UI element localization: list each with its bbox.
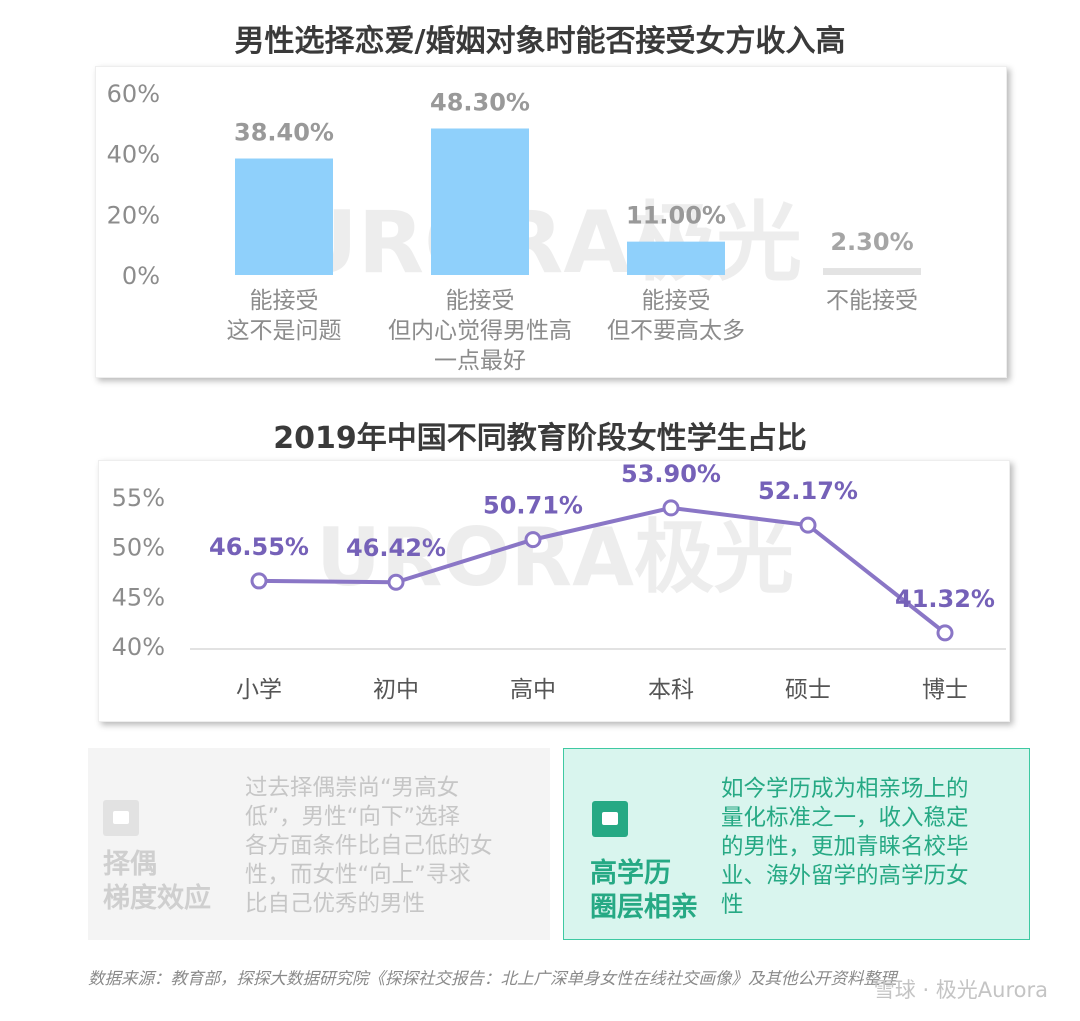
x-tick-label: 初中 xyxy=(373,677,419,703)
text-line: 过去择偶崇尚“男高女 xyxy=(245,775,460,801)
mate-gradient-heading: 择偶 梯度效应 xyxy=(103,848,211,916)
text-line: 低”，男性“向下”选择 xyxy=(245,804,460,830)
line-chart: URORA极光40%45%50%55%46.55%小学46.42%初中50.71… xyxy=(112,460,1006,703)
line-chart-title: 2019年中国不同教育阶段女性学生占比 xyxy=(273,421,807,456)
y-tick-label: 60% xyxy=(107,80,160,108)
mate-gradient-box: 择偶 梯度效应 过去择偶崇尚“男高女 低”，男性“向下”选择 各方面条件比自己低… xyxy=(88,748,550,940)
footer-watermark: 雪球 · 极光Aurora xyxy=(873,978,1048,1002)
bar xyxy=(823,268,921,275)
x-tick-label: 本科 xyxy=(648,677,694,703)
y-tick-label: 50% xyxy=(112,534,165,562)
data-source: 数据来源：教育部，探探大数据研究院《探探社交报告：北上广深单身女性在线社交画像》… xyxy=(88,969,897,988)
x-tick-label: 高中 xyxy=(510,677,556,703)
high-education-text: 如今学历成为相亲场上的 量化标准之一，收入稳定 的男性，更加青睐名校毕 业、海外… xyxy=(721,775,969,920)
x-tick-label: 能接受 xyxy=(250,288,319,314)
data-label: 2.30% xyxy=(830,228,913,256)
bar xyxy=(235,158,333,275)
text-line: 各方面条件比自己低的女 xyxy=(245,833,493,859)
data-point xyxy=(387,573,405,591)
x-tick-label: 能接受 xyxy=(446,288,515,314)
bar xyxy=(431,128,529,275)
chat-icon xyxy=(103,800,139,836)
text-line: 性，而女性“向上”寻求 xyxy=(245,862,471,888)
data-point xyxy=(799,516,817,534)
bar-chart-title: 男性选择恋爱/婚姻对象时能否接受女方收入高 xyxy=(234,24,846,59)
heading-line: 高学历 xyxy=(590,858,671,889)
text-line: 业、海外留学的高学历女 xyxy=(721,863,969,889)
x-tick-label: 一点最好 xyxy=(434,348,526,374)
data-point xyxy=(524,531,542,549)
data-point xyxy=(936,624,954,642)
mate-gradient-text: 过去择偶崇尚“男高女 低”，男性“向下”选择 各方面条件比自己低的女 性，而女性… xyxy=(245,774,493,919)
bar xyxy=(627,241,725,275)
data-point xyxy=(250,572,268,590)
heading-line: 择偶 xyxy=(103,849,157,880)
data-label: 38.40% xyxy=(234,119,334,147)
series-line xyxy=(258,505,947,635)
x-tick-label: 但不要高太多 xyxy=(607,318,745,344)
x-tick-label: 小学 xyxy=(236,677,282,703)
data-label: 53.90% xyxy=(621,460,721,488)
bar-chart: URORA极光0%20%40%60%38.40%能接受这不是问题48.30%能接… xyxy=(107,80,921,374)
x-tick-label: 硕士 xyxy=(785,677,831,703)
text-line: 比自己优秀的男性 xyxy=(245,891,426,917)
y-tick-label: 20% xyxy=(107,201,160,229)
x-tick-label: 博士 xyxy=(922,677,968,703)
text-line: 如今学历成为相亲场上的 xyxy=(721,776,969,802)
y-tick-label: 45% xyxy=(112,583,165,611)
data-label: 46.55% xyxy=(209,533,309,561)
high-education-heading: 高学历 圈层相亲 xyxy=(590,857,698,925)
data-label: 50.71% xyxy=(483,492,583,520)
data-label: 41.32% xyxy=(895,585,995,613)
y-tick-label: 55% xyxy=(112,484,165,512)
x-tick-label: 但内心觉得男性高 xyxy=(388,318,572,344)
text-line: 量化标准之一，收入稳定 xyxy=(721,805,969,831)
data-label: 46.42% xyxy=(346,534,446,562)
line-chart-panel xyxy=(98,460,1010,722)
x-tick-label: 能接受 xyxy=(642,288,711,314)
y-tick-label: 40% xyxy=(112,633,165,661)
text-line: 的男性，更加青睐名校毕 xyxy=(721,834,969,860)
text-line: 性 xyxy=(721,892,744,918)
data-label: 11.00% xyxy=(626,202,726,230)
data-point xyxy=(662,499,680,517)
high-education-box: 高学历 圈层相亲 如今学历成为相亲场上的 量化标准之一，收入稳定 的男性，更加青… xyxy=(563,748,1030,940)
heading-line: 圈层相亲 xyxy=(590,892,698,923)
y-tick-label: 40% xyxy=(107,141,160,169)
x-tick-label: 不能接受 xyxy=(826,288,918,314)
data-label: 48.30% xyxy=(430,88,530,116)
y-tick-label: 0% xyxy=(122,262,160,290)
sofa-icon xyxy=(592,801,628,837)
heading-line: 梯度效应 xyxy=(103,883,211,914)
x-tick-label: 这不是问题 xyxy=(227,318,342,344)
data-label: 52.17% xyxy=(758,477,858,505)
